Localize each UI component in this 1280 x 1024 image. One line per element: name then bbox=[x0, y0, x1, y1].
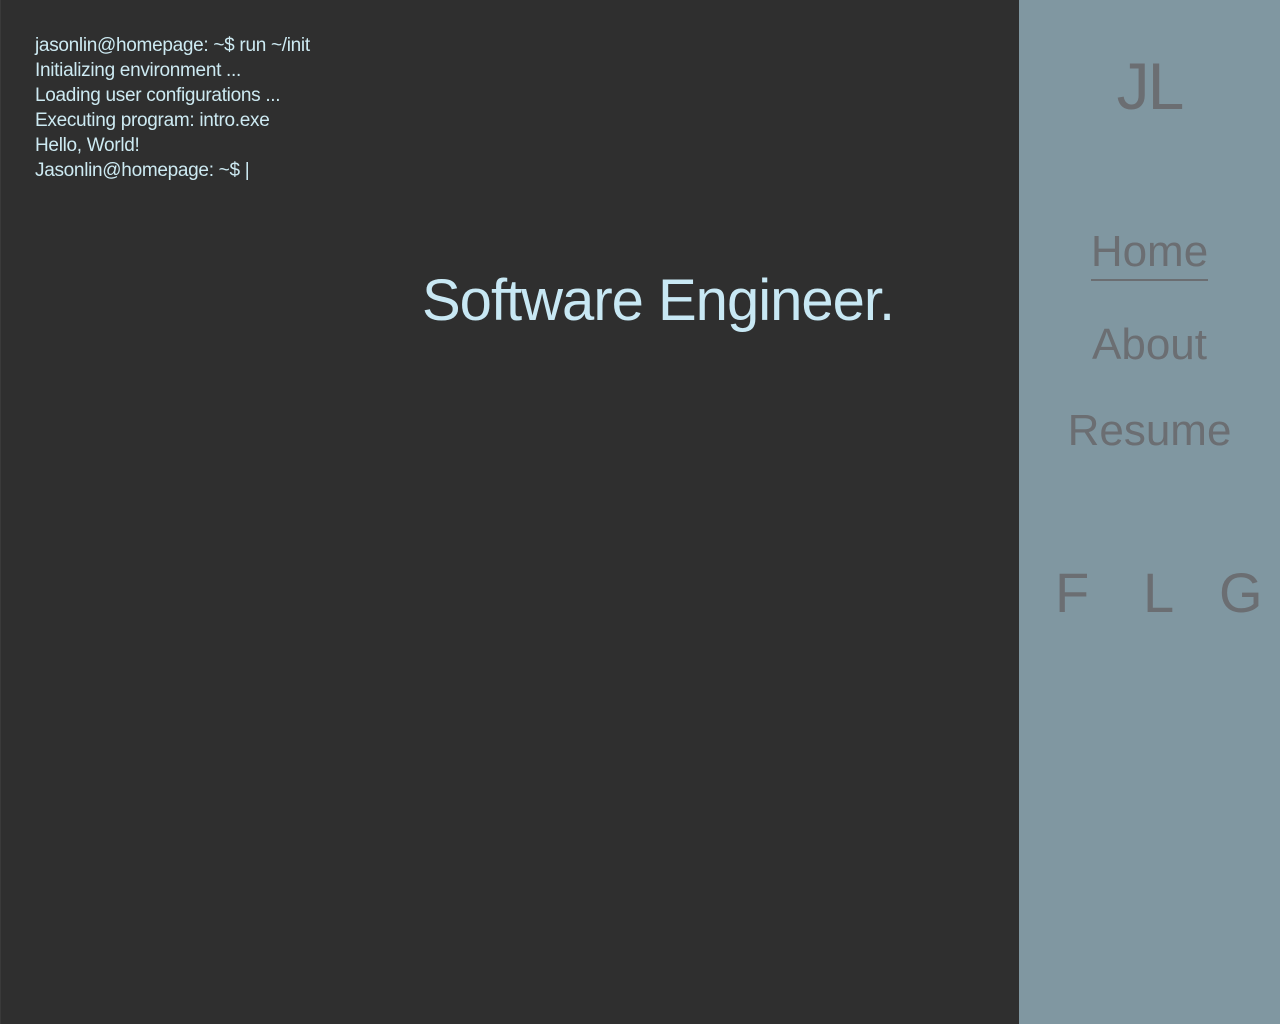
social-links: F L G bbox=[1019, 560, 1280, 630]
terminal-line: jasonlin@homepage: ~$ run ~/init bbox=[35, 35, 310, 56]
github-icon[interactable]: G bbox=[1219, 561, 1263, 624]
nav-item-resume[interactable]: Resume bbox=[1019, 401, 1280, 461]
nav-item-about[interactable]: About bbox=[1019, 315, 1280, 375]
main-content: jasonlin@homepage: ~$ run ~/init Initial… bbox=[0, 0, 896, 1024]
headline-title: Software Engineer. bbox=[422, 268, 895, 333]
terminal-output: jasonlin@homepage: ~$ run ~/init Initial… bbox=[35, 33, 310, 183]
terminal-line: Executing program: intro.exe bbox=[35, 110, 270, 131]
nav-item-label: Home bbox=[1090, 224, 1209, 281]
terminal-line: Loading user configurations ... bbox=[35, 85, 281, 106]
terminal-line: Initializing environment ... bbox=[35, 60, 241, 81]
sidebar-nav: Home About Resume bbox=[1019, 222, 1280, 461]
sidebar: JL Home About Resume F L G bbox=[1019, 0, 1280, 1024]
nav-item-label: About bbox=[1092, 320, 1207, 369]
terminal-prompt-line: Jasonlin@homepage: ~$ | bbox=[35, 160, 250, 181]
site-logo[interactable]: JL bbox=[1116, 49, 1185, 123]
linkedin-icon[interactable]: L bbox=[1143, 561, 1175, 624]
facebook-icon[interactable]: F bbox=[1055, 561, 1090, 624]
nav-item-home[interactable]: Home bbox=[1019, 222, 1280, 282]
terminal-line: Hello, World! bbox=[35, 135, 140, 156]
nav-item-label: Resume bbox=[1067, 406, 1232, 455]
